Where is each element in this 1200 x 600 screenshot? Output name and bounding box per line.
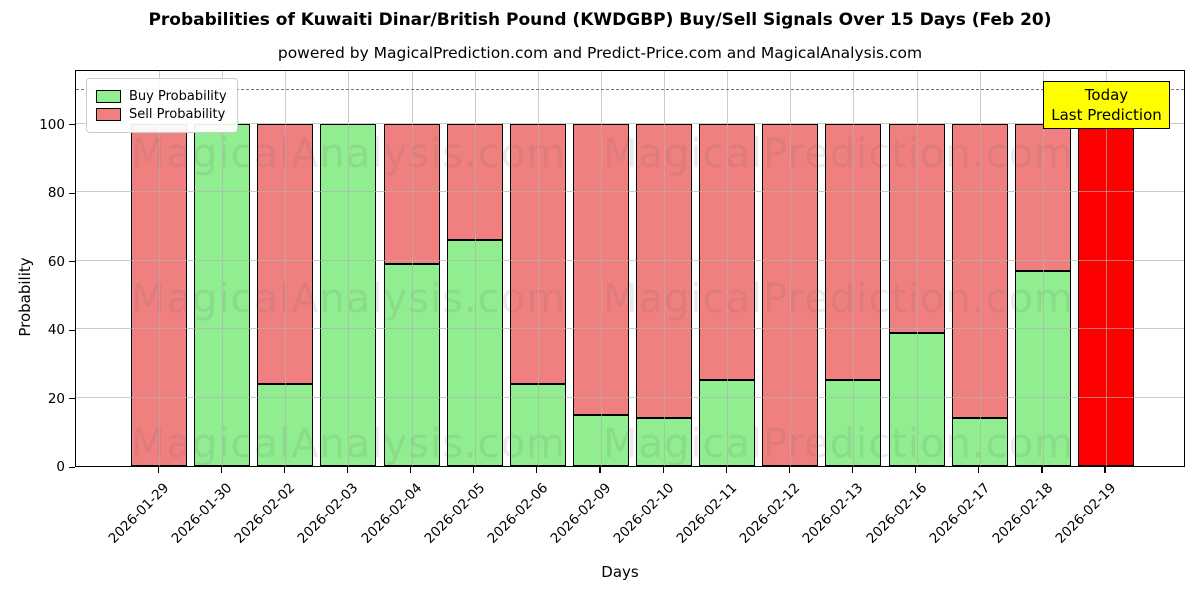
x-tick-mark bbox=[536, 467, 538, 473]
plot-area: Buy Probability Sell Probability Today L… bbox=[75, 70, 1185, 467]
h-gridline bbox=[76, 191, 1184, 193]
x-tick-mark bbox=[978, 467, 980, 473]
today-annotation: Today Last Prediction bbox=[1043, 81, 1170, 129]
v-gridline bbox=[348, 71, 350, 466]
v-gridline bbox=[790, 71, 792, 466]
y-tick-label: 20 bbox=[47, 390, 65, 407]
h-gridline bbox=[76, 259, 1184, 261]
legend-item-buy: Buy Probability bbox=[96, 89, 227, 104]
x-tick-mark bbox=[410, 467, 412, 473]
v-gridline bbox=[1042, 71, 1044, 466]
x-tick-label: 2026-02-11 bbox=[673, 480, 741, 547]
x-tick-mark bbox=[725, 467, 727, 473]
v-gridline bbox=[600, 71, 602, 466]
v-gridline bbox=[979, 71, 981, 466]
x-tick-mark bbox=[851, 467, 854, 473]
y-tick-label: 80 bbox=[47, 185, 65, 202]
v-gridline bbox=[285, 71, 287, 466]
v-gridline bbox=[411, 71, 413, 466]
h-gridline bbox=[76, 122, 1184, 124]
h-gridline bbox=[76, 396, 1184, 398]
v-gridline bbox=[727, 71, 729, 466]
y-tick-mark bbox=[69, 192, 75, 194]
v-gridline bbox=[222, 71, 224, 466]
x-tick-label: 2026-02-03 bbox=[294, 480, 362, 547]
x-tick-label: 2026-02-04 bbox=[358, 480, 425, 547]
v-gridline bbox=[664, 71, 666, 466]
x-tick-mark bbox=[473, 467, 475, 473]
annotation-line1: Today bbox=[1084, 85, 1129, 104]
threshold-dashed-line bbox=[76, 88, 1184, 90]
x-tick-label: 2026-02-13 bbox=[799, 480, 867, 547]
h-gridline bbox=[76, 328, 1184, 330]
y-tick-mark bbox=[69, 398, 75, 400]
x-tick-mark bbox=[1041, 467, 1043, 473]
buy-swatch-icon bbox=[96, 90, 121, 103]
y-tick-mark bbox=[69, 124, 75, 126]
v-gridline bbox=[916, 71, 918, 466]
y-tick-mark bbox=[69, 261, 75, 263]
x-tick-mark bbox=[915, 467, 917, 473]
x-tick-mark bbox=[599, 467, 601, 473]
x-tick-label: 2026-01-29 bbox=[105, 480, 173, 547]
x-tick-mark bbox=[220, 467, 222, 473]
legend-label-sell: Sell Probability bbox=[129, 107, 226, 122]
x-tick-mark bbox=[1104, 467, 1106, 473]
chart-subtitle: powered by MagicalPrediction.com and Pre… bbox=[277, 44, 923, 62]
v-gridline bbox=[853, 71, 855, 466]
v-gridline bbox=[1105, 71, 1107, 466]
y-tick-label: 100 bbox=[39, 116, 65, 133]
sell-swatch-icon bbox=[96, 108, 121, 121]
y-tick-label: 60 bbox=[47, 253, 65, 270]
v-gridline bbox=[474, 71, 476, 466]
y-tick-mark bbox=[69, 329, 75, 331]
y-tick-mark bbox=[69, 466, 75, 468]
chart-title: Probabilities of Kuwaiti Dinar/British P… bbox=[148, 10, 1052, 30]
x-tick-mark bbox=[157, 467, 159, 473]
y-tick-label: 0 bbox=[56, 459, 65, 475]
v-gridline bbox=[159, 71, 160, 466]
x-tick-label: 2026-01-30 bbox=[168, 480, 236, 547]
annotation-line2: Last Prediction bbox=[1051, 106, 1162, 124]
y-tick-label: 40 bbox=[47, 322, 65, 339]
x-tick-mark bbox=[346, 467, 349, 473]
x-tick-mark bbox=[788, 467, 791, 473]
x-tick-label: 2026-02-16 bbox=[863, 480, 930, 547]
v-gridline bbox=[537, 71, 539, 466]
legend-label-buy: Buy Probability bbox=[129, 89, 227, 104]
legend-item-sell: Sell Probability bbox=[96, 107, 227, 122]
x-tick-mark bbox=[662, 467, 664, 473]
legend: Buy Probability Sell Probability bbox=[86, 78, 238, 133]
x-tick-label: 2026-02-02 bbox=[231, 480, 299, 547]
x-axis-label: Days bbox=[601, 563, 639, 581]
x-tick-mark bbox=[283, 467, 285, 473]
x-tick-label: 2026-02-12 bbox=[736, 480, 804, 547]
